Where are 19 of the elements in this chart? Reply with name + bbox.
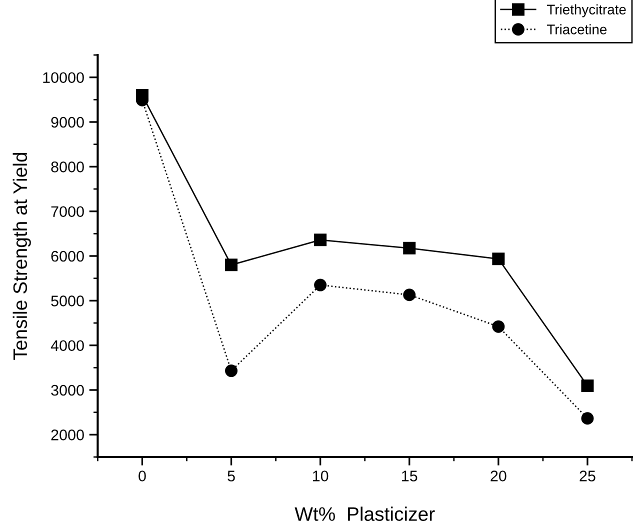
x-tick-label: 15 bbox=[402, 470, 418, 482]
y-tick-label: 9000 bbox=[51, 116, 84, 128]
y-tick-label: 8000 bbox=[51, 162, 84, 172]
x-tick-label: 5 bbox=[228, 470, 235, 482]
y-tick-label: 2000 bbox=[51, 430, 84, 440]
x-axis-title: Wt% Plasticizer bbox=[294, 506, 435, 521]
y-tick-label: 4000 bbox=[50, 340, 84, 352]
x-tick-label: 25 bbox=[580, 470, 596, 482]
y-tick-label: 7000 bbox=[51, 206, 84, 218]
y-tick-label: 5000 bbox=[51, 296, 84, 306]
legend-label: Triacetine bbox=[547, 24, 607, 34]
y-tick-label: 10000 bbox=[43, 72, 84, 84]
legend-label: Triethycitrate bbox=[547, 4, 626, 18]
x-tick-label: 0 bbox=[138, 470, 146, 482]
y-tick-label: 3000 bbox=[51, 384, 84, 396]
x-tick-label: 20 bbox=[490, 470, 506, 482]
y-tick-label: 6000 bbox=[51, 250, 84, 262]
x-tick-label: 10 bbox=[312, 470, 328, 482]
y-axis-title: Tensile Strength at Yield bbox=[12, 152, 31, 360]
